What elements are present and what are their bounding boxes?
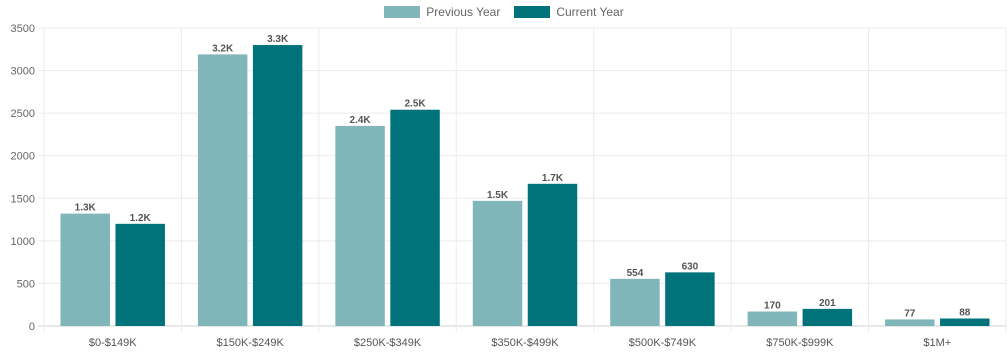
bar — [472, 200, 523, 326]
x-tick-label: $750K-$999K — [766, 337, 834, 349]
legend-swatch-current-year — [514, 6, 551, 18]
bar — [665, 272, 715, 326]
bar — [940, 318, 990, 326]
data-label: 1.7K — [542, 173, 564, 184]
data-label: 630 — [682, 261, 699, 272]
bar — [527, 183, 578, 326]
x-tick-label: $250K-$349K — [354, 337, 422, 349]
bar — [747, 311, 798, 326]
data-label: 201 — [819, 298, 836, 309]
bar — [885, 319, 935, 326]
x-tick-label: $1M+ — [923, 337, 951, 349]
bar — [197, 54, 248, 326]
data-label: 1.3K — [75, 203, 97, 214]
bar — [115, 223, 165, 326]
legend-item-previous-year[interactable]: Previous Year — [384, 5, 500, 19]
data-label: 170 — [764, 301, 781, 312]
bar — [335, 125, 385, 327]
bar — [802, 308, 853, 326]
data-label: 3.3K — [267, 34, 289, 45]
x-tick-label: $350K-$499K — [491, 337, 559, 349]
bar — [610, 278, 660, 326]
data-label: 1.2K — [130, 213, 152, 224]
legend-label-previous-year: Previous Year — [426, 5, 501, 19]
data-label: 2.4K — [350, 115, 372, 126]
y-tick-label: 2000 — [11, 151, 35, 163]
data-label: 77 — [904, 308, 916, 319]
chart-legend: Previous Year Current Year — [0, 5, 1008, 19]
data-label: 88 — [959, 308, 971, 319]
y-tick-label: 1500 — [11, 193, 35, 205]
bar — [60, 213, 110, 326]
y-tick-label: 3500 — [11, 23, 35, 35]
x-tick-label: $150K-$249K — [217, 337, 285, 349]
legend-item-current-year[interactable]: Current Year — [514, 5, 624, 19]
bar — [390, 109, 440, 326]
data-label: 2.5K — [404, 99, 426, 110]
y-tick-label: 500 — [17, 278, 35, 290]
data-label: 1.5K — [487, 190, 509, 201]
y-tick-label: 1000 — [11, 236, 35, 248]
y-tick-label: 3000 — [11, 66, 35, 78]
y-tick-label: 2500 — [11, 108, 35, 120]
data-label: 554 — [627, 268, 644, 279]
data-label: 3.2K — [212, 43, 234, 54]
bar — [252, 45, 303, 327]
x-tick-label: $500K-$749K — [629, 337, 697, 349]
y-tick-label: 0 — [29, 321, 35, 333]
legend-swatch-previous-year — [384, 6, 421, 18]
legend-label-current-year: Current Year — [556, 5, 624, 19]
x-tick-label: $0-$149K — [89, 337, 137, 349]
